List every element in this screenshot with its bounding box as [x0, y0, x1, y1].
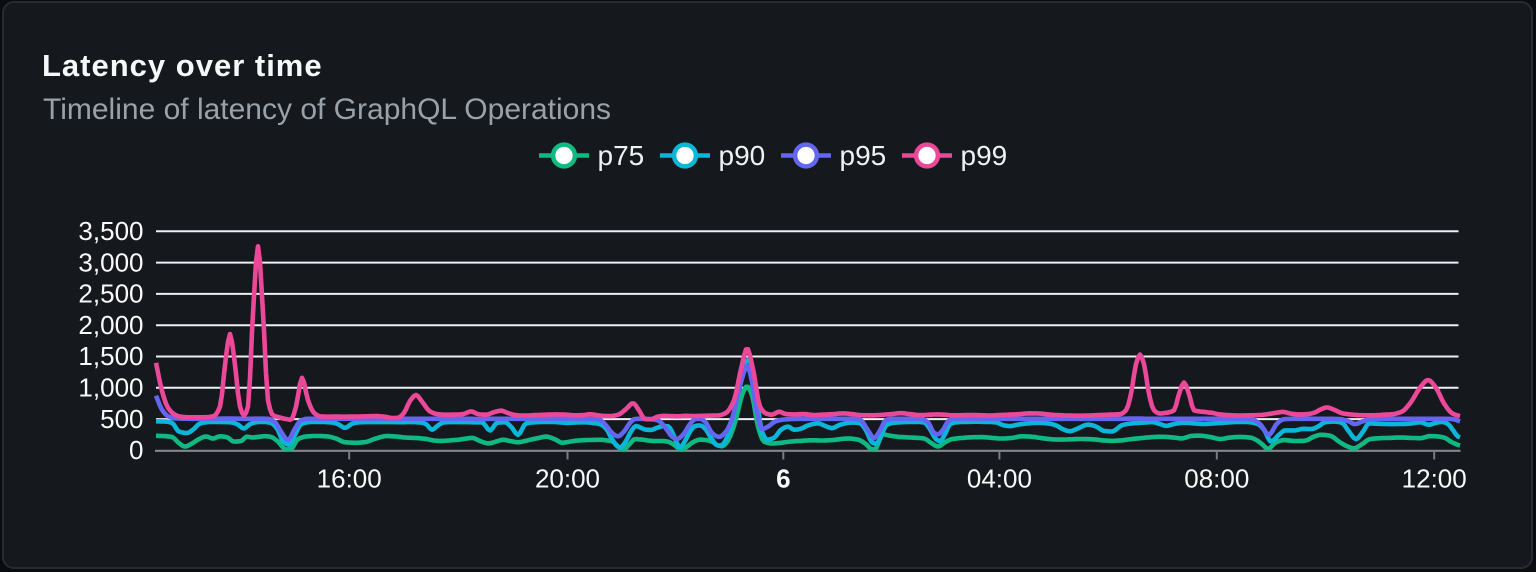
- svg-text:3,000: 3,000: [78, 247, 143, 277]
- svg-text:500: 500: [100, 404, 143, 434]
- svg-text:2,000: 2,000: [78, 310, 143, 340]
- svg-text:16:00: 16:00: [317, 464, 382, 494]
- svg-text:2,500: 2,500: [78, 279, 143, 309]
- svg-text:6: 6: [776, 464, 790, 494]
- svg-text:12:00: 12:00: [1402, 464, 1467, 494]
- svg-text:1,000: 1,000: [78, 373, 143, 403]
- svg-text:04:00: 04:00: [967, 464, 1032, 494]
- svg-text:3,500: 3,500: [78, 216, 143, 246]
- svg-text:08:00: 08:00: [1184, 464, 1249, 494]
- svg-text:0: 0: [129, 435, 143, 465]
- svg-text:1,500: 1,500: [78, 341, 143, 371]
- svg-text:20:00: 20:00: [535, 464, 600, 494]
